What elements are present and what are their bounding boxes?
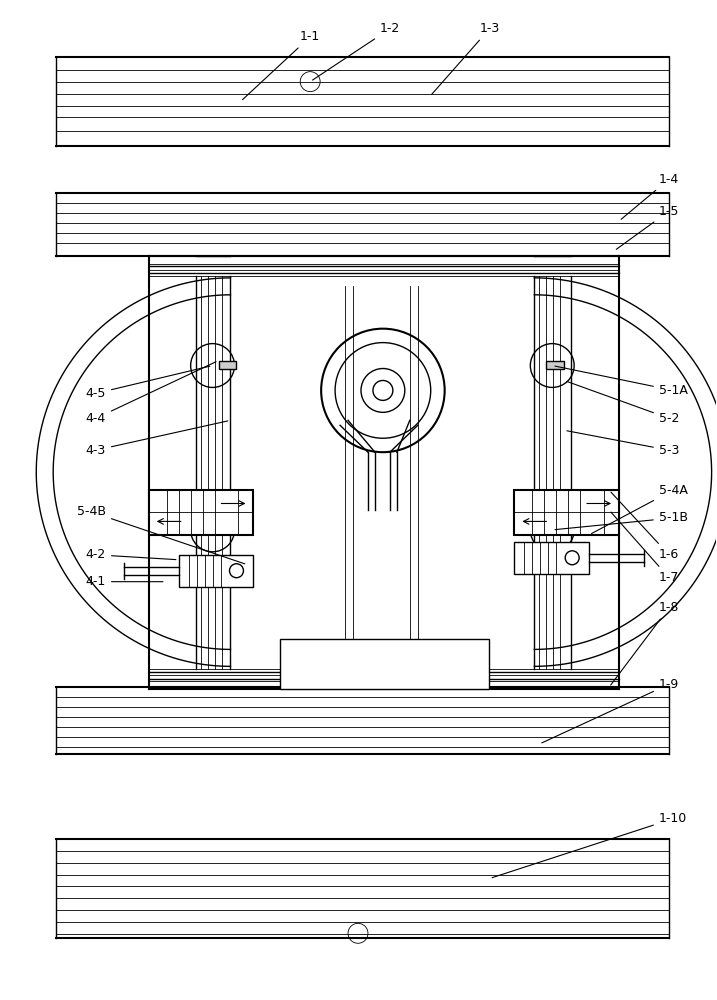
Bar [219,361,237,369]
Text: 5-2: 5-2 [567,381,679,425]
Bar [280,639,490,689]
Text: 1-8: 1-8 [611,601,679,685]
Text: 1-10: 1-10 [492,812,687,878]
Circle shape [373,380,393,400]
Text: 5-1A: 5-1A [555,366,688,397]
Text: 5-1B: 5-1B [555,511,688,530]
Text: 1-5: 1-5 [616,205,679,249]
Text: 1-2: 1-2 [313,22,400,80]
Text: 1-3: 1-3 [432,22,500,94]
Bar [546,361,564,369]
Text: 1-7: 1-7 [611,512,679,584]
Text: 1-4: 1-4 [621,173,679,219]
Bar [514,490,619,535]
Text: 5-4A: 5-4A [592,484,688,534]
Text: 4-5: 4-5 [85,366,210,400]
Text: 1-1: 1-1 [242,30,320,100]
Bar [514,542,589,574]
Bar [179,555,253,587]
Text: 1-9: 1-9 [542,678,679,743]
Text: 4-2: 4-2 [86,548,176,561]
Bar [149,490,253,535]
Text: 5-4B: 5-4B [77,505,244,564]
Text: 1-6: 1-6 [611,492,679,561]
Text: 4-1: 4-1 [86,575,163,588]
Text: 4-3: 4-3 [86,421,228,457]
Text: 5-3: 5-3 [567,431,679,457]
Text: 4-4: 4-4 [86,362,216,425]
